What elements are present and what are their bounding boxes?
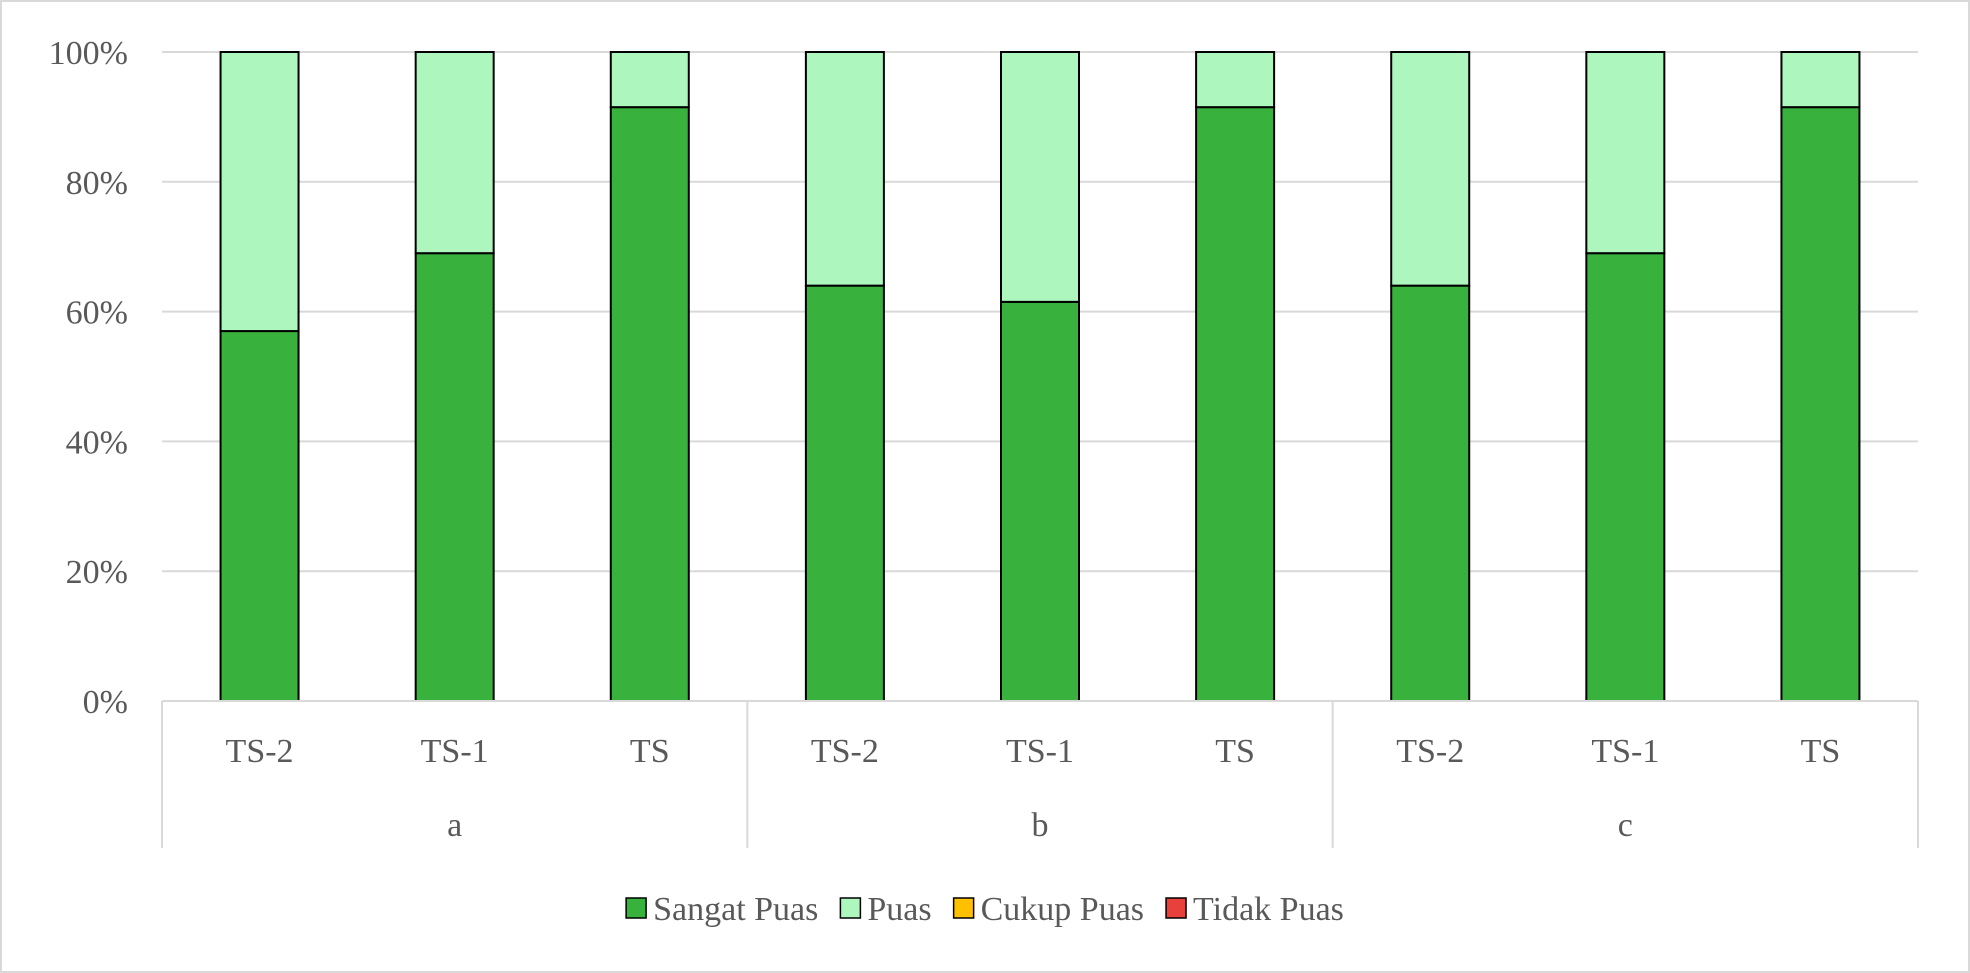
legend-swatch [952, 897, 975, 919]
x-category-label: TS-1 [1006, 733, 1074, 770]
bar-segment [1780, 51, 1861, 109]
bars [219, 51, 1861, 703]
bar-segment [1780, 106, 1861, 703]
bar-segment [1390, 51, 1471, 287]
y-tick-label: 20% [66, 554, 128, 591]
legend-item: Cukup Puas [952, 891, 1144, 928]
x-category-label: TS [1801, 733, 1841, 770]
legend-swatch [839, 897, 862, 919]
legend-label: Puas [867, 891, 931, 928]
legend-swatch [1165, 897, 1187, 919]
bar-segment [1585, 51, 1666, 255]
bar-segment [804, 284, 885, 702]
legend-label: Sangat Puas [653, 891, 818, 928]
y-tick-label: 0% [83, 684, 128, 721]
bar-segment [1585, 252, 1666, 702]
legend-label: Tidak Puas [1193, 891, 1344, 928]
legend-item: Sangat Puas [625, 891, 818, 928]
y-tick-label: 80% [66, 165, 128, 202]
bar-segment [609, 106, 690, 703]
x-group-label: b [1032, 807, 1049, 844]
x-category-label: TS-2 [226, 733, 294, 770]
bar-segment [1195, 106, 1276, 703]
bar-segment [1000, 300, 1080, 702]
x-group-label: a [447, 807, 462, 844]
bar-segment [414, 51, 495, 255]
y-tick-label: 60% [66, 295, 128, 332]
bar-segment [219, 330, 300, 702]
legend-item: Puas [839, 891, 932, 928]
y-tick-label: 100% [49, 35, 128, 72]
y-axis-ticks: 0% 20% 40% 60% 80% 100% [49, 35, 128, 721]
x-category-label: TS-1 [1591, 733, 1659, 770]
x-category-label: TS-2 [811, 733, 879, 770]
bar-segment [414, 252, 495, 702]
x-group-label: c [1618, 807, 1633, 844]
legend-swatch [625, 897, 647, 919]
bar-segment [219, 51, 300, 333]
y-tick-label: 40% [66, 424, 128, 461]
legend-item: Tidak Puas [1165, 891, 1344, 928]
legend: Sangat Puas Puas Cukup Puas Tidak Puas [625, 891, 1344, 928]
x-category-label: TS-1 [421, 733, 489, 770]
bar-segment [1390, 284, 1471, 702]
x-axis: TS-2 TS-1 TS TS-2 TS-1 TS TS-2 TS-1 TS a b c [161, 700, 1919, 848]
legend-label: Cukup Puas [981, 891, 1144, 928]
bar-segment [804, 51, 885, 287]
bar-segment [1195, 51, 1276, 109]
x-category-label: TS-2 [1396, 733, 1464, 770]
bar-segment [609, 51, 690, 109]
x-category-label: TS [1215, 733, 1255, 770]
x-category-label: TS [630, 733, 670, 770]
bar-segment [1000, 51, 1080, 303]
